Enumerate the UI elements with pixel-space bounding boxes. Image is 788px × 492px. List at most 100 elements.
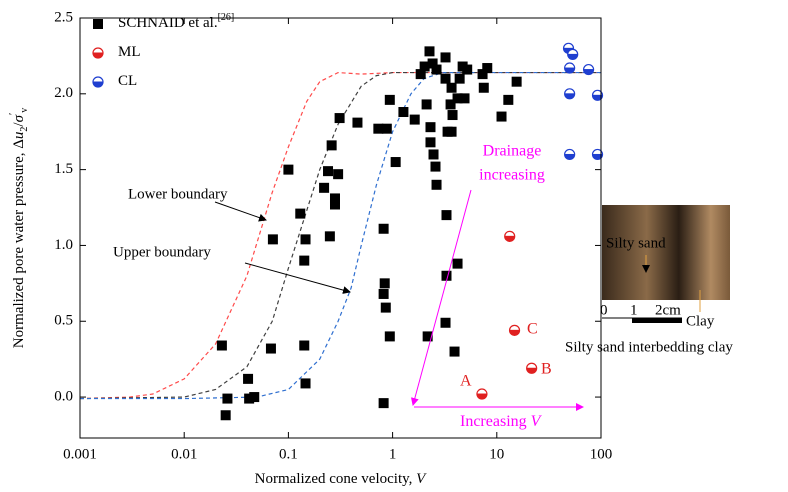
inset-caption: Silty sand interbedding clay bbox=[565, 339, 733, 355]
arrow bbox=[410, 189, 472, 406]
data-point bbox=[430, 161, 441, 172]
data-point bbox=[564, 148, 576, 161]
data-point bbox=[425, 122, 436, 133]
data-point bbox=[452, 93, 463, 104]
scale-label: 1 bbox=[630, 302, 638, 318]
data-point bbox=[222, 393, 233, 404]
data-point bbox=[243, 373, 254, 384]
y-tick-label: 0.0 bbox=[54, 388, 73, 404]
data-point bbox=[323, 166, 334, 177]
data-point bbox=[329, 199, 340, 210]
point-label: A bbox=[460, 373, 472, 390]
data-point bbox=[564, 62, 576, 74]
annotation: Drainage bbox=[483, 143, 542, 160]
data-point bbox=[440, 73, 451, 84]
data-point bbox=[424, 46, 435, 57]
data-point bbox=[440, 317, 451, 328]
data-point bbox=[373, 123, 384, 134]
data-point bbox=[244, 393, 255, 404]
data-point bbox=[419, 61, 430, 72]
data-point bbox=[409, 114, 420, 125]
data-point bbox=[476, 388, 488, 400]
data-point bbox=[415, 69, 426, 80]
y-tick-label: 0.5 bbox=[54, 313, 73, 329]
x-tick-label: 0.01 bbox=[171, 446, 197, 462]
data-point bbox=[582, 63, 595, 76]
data-point bbox=[431, 179, 442, 190]
boundary-curve bbox=[79, 71, 601, 400]
scale-label: 0 bbox=[600, 302, 608, 318]
arrow bbox=[214, 201, 267, 222]
annotation: increasing bbox=[479, 167, 545, 184]
x-axis-label: Normalized cone velocity, V bbox=[255, 471, 427, 487]
x-tick-label: 10 bbox=[489, 446, 504, 462]
data-point bbox=[503, 94, 514, 105]
data-point bbox=[390, 157, 401, 168]
data-point bbox=[384, 94, 395, 105]
y-tick-label: 2.5 bbox=[54, 9, 73, 25]
data-point bbox=[326, 140, 337, 151]
data-point bbox=[333, 169, 344, 180]
data-point bbox=[283, 164, 294, 175]
data-point bbox=[334, 113, 345, 124]
legend-marker bbox=[93, 19, 103, 29]
point-label: C bbox=[527, 321, 538, 338]
data-point bbox=[446, 126, 457, 137]
data-point bbox=[459, 93, 470, 104]
data-point bbox=[267, 234, 278, 245]
data-point bbox=[329, 193, 340, 204]
legend-label: ML bbox=[118, 44, 141, 60]
data-point bbox=[591, 89, 604, 101]
data-point bbox=[378, 288, 389, 299]
x-tick-label: 0.1 bbox=[279, 446, 298, 462]
data-point bbox=[378, 223, 389, 234]
data-point bbox=[449, 346, 460, 357]
point-label: B bbox=[541, 361, 552, 378]
data-point bbox=[511, 76, 522, 87]
annotation: Upper boundary bbox=[113, 244, 211, 260]
data-point bbox=[295, 208, 306, 219]
data-point bbox=[422, 331, 433, 342]
data-point bbox=[378, 398, 389, 409]
data-point bbox=[440, 52, 451, 63]
data-point bbox=[384, 331, 395, 342]
y-axis-label: Normalized pore water pressure, Δu2/σ′v bbox=[8, 108, 30, 348]
data-point bbox=[504, 230, 516, 242]
data-point bbox=[265, 343, 276, 354]
data-point bbox=[526, 362, 538, 374]
x-tick-label: 0.001 bbox=[63, 446, 97, 462]
data-point bbox=[454, 73, 465, 84]
legend-marker bbox=[92, 47, 104, 59]
data-point bbox=[447, 110, 458, 121]
data-point bbox=[380, 302, 391, 313]
data-point bbox=[567, 48, 579, 60]
scale-label: 2cm bbox=[655, 302, 681, 318]
data-point bbox=[300, 378, 311, 389]
x-tick-label: 100 bbox=[590, 446, 613, 462]
data-point bbox=[452, 258, 463, 269]
data-point bbox=[496, 111, 507, 122]
data-point bbox=[508, 324, 521, 336]
boundary-curve bbox=[80, 71, 601, 400]
data-point bbox=[564, 88, 576, 100]
y-tick-label: 1.0 bbox=[54, 237, 73, 253]
data-point bbox=[216, 340, 227, 351]
data-point bbox=[482, 63, 493, 74]
data-point bbox=[477, 69, 488, 80]
data-point bbox=[425, 137, 436, 148]
legend-marker bbox=[92, 76, 104, 88]
data-point bbox=[352, 117, 363, 128]
data-point bbox=[381, 123, 392, 134]
data-point bbox=[299, 255, 310, 266]
data-point bbox=[421, 99, 432, 110]
data-point bbox=[441, 210, 452, 221]
boundary-curve bbox=[79, 71, 601, 400]
data-point bbox=[220, 410, 231, 421]
data-point bbox=[319, 182, 330, 193]
arrow bbox=[244, 262, 351, 294]
data-point bbox=[427, 58, 438, 69]
y-tick-label: 1.5 bbox=[54, 161, 73, 177]
data-point bbox=[431, 64, 442, 75]
annotation: Lower boundary bbox=[128, 186, 228, 202]
data-point bbox=[478, 82, 489, 93]
